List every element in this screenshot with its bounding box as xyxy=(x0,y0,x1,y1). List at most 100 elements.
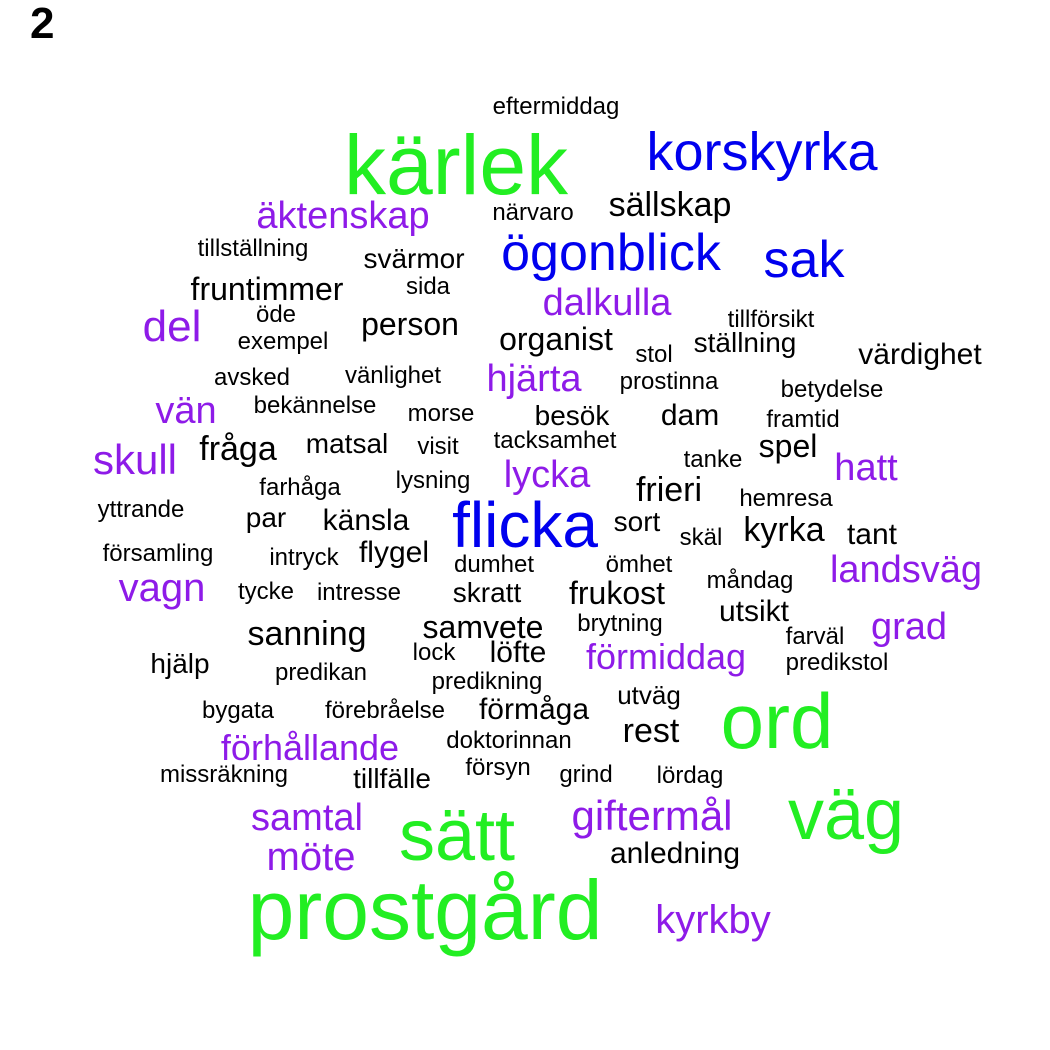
word-vanlighet: vänlighet xyxy=(344,362,442,389)
word-kyrkby: kyrkby xyxy=(655,898,771,942)
word-ord: ord xyxy=(720,677,834,765)
word-sida: sida xyxy=(405,273,451,300)
panel-label: 2 xyxy=(30,0,55,48)
word-skratt: skratt xyxy=(452,577,522,608)
word-landsvag: landsväg xyxy=(829,549,983,591)
word-farval: farväl xyxy=(785,623,845,650)
word-lofte: löfte xyxy=(489,636,547,669)
word-aktenskap: äktenskap xyxy=(256,195,430,237)
word-flicka: flicka xyxy=(452,489,598,561)
word-lycka: lycka xyxy=(503,454,591,496)
word-hjarta: hjärta xyxy=(486,358,582,400)
word-sanning: sanning xyxy=(247,615,367,653)
word-samvete: samvete xyxy=(422,609,544,645)
word-dumhet: dumhet xyxy=(453,551,535,578)
word-lock: lock xyxy=(412,639,456,666)
word-hatt: hatt xyxy=(834,447,898,489)
word-dam: dam xyxy=(660,399,720,432)
word-tant: tant xyxy=(846,518,898,551)
word-svarmor: svärmor xyxy=(363,243,465,274)
word-sort: sort xyxy=(613,506,661,537)
word-vardighet: värdighet xyxy=(858,338,982,371)
word-matsal: matsal xyxy=(305,428,389,459)
word-van: vän xyxy=(155,390,217,432)
word-morse: morse xyxy=(407,400,475,427)
word-mote: möte xyxy=(266,835,356,879)
word-ogonblick: ögonblick xyxy=(501,224,721,282)
word-flygel: flygel xyxy=(358,536,430,569)
word-stol: stol xyxy=(635,341,673,368)
word-satt: sätt xyxy=(398,796,516,876)
word-farhaga: farhåga xyxy=(259,474,341,501)
word-vag: väg xyxy=(787,775,905,855)
word-betydelse: betydelse xyxy=(780,376,884,403)
word-besok: besök xyxy=(534,400,610,431)
word-forsamling: församling xyxy=(102,540,214,567)
word-formiddag: förmiddag xyxy=(585,636,747,677)
word-formaga: förmåga xyxy=(478,693,590,726)
word-lordag: lördag xyxy=(656,762,724,789)
word-rest: rest xyxy=(622,712,680,750)
word-tillfalle: tillfälle xyxy=(353,763,431,794)
word-eftermiddag: eftermiddag xyxy=(492,93,620,120)
word-vagn: vagn xyxy=(118,566,206,610)
word-grind: grind xyxy=(559,761,613,788)
word-exempel: exempel xyxy=(237,328,329,355)
word-tillforsikt: tillförsikt xyxy=(727,306,815,333)
word-fruntimmer: fruntimmer xyxy=(190,271,344,307)
word-avsked: avsked xyxy=(213,364,291,391)
word-korskyrka: korskyrka xyxy=(646,122,878,182)
word-frieri: frieri xyxy=(635,471,703,509)
word-predikan: predikan xyxy=(274,659,368,686)
word-dalkulla: dalkulla xyxy=(542,282,672,324)
word-lysning: lysning xyxy=(395,467,471,494)
word-sak: sak xyxy=(763,231,845,289)
word-prostinna: prostinna xyxy=(619,368,719,395)
word-hjalp: hjälp xyxy=(150,648,210,679)
word-bygata: bygata xyxy=(201,697,275,724)
word-utvag: utväg xyxy=(617,680,681,710)
word-predikning: predikning xyxy=(431,668,543,695)
word-kansla: känsla xyxy=(322,504,410,537)
word-forsyn: försyn xyxy=(465,754,531,781)
word-tanke: tanke xyxy=(683,446,743,473)
word-grad: grad xyxy=(870,606,948,648)
word-forebraelse: förebråelse xyxy=(324,697,446,724)
word-tacksamhet: tacksamhet xyxy=(493,427,617,454)
word-person: person xyxy=(361,306,459,342)
word-doktorinnan: doktorinnan xyxy=(446,727,572,754)
word-spel: spel xyxy=(758,428,818,464)
word-visit: visit xyxy=(417,433,459,460)
word-kyrka: kyrka xyxy=(743,511,825,549)
word-anledning: anledning xyxy=(609,837,741,870)
word-fraga: fråga xyxy=(199,430,277,468)
word-par: par xyxy=(245,502,287,533)
word-forhallande: förhållande xyxy=(220,727,400,768)
word-samtal: samtal xyxy=(251,797,363,839)
word-predikstol: predikstol xyxy=(785,649,889,676)
word-intryck: intryck xyxy=(269,544,339,571)
word-omhet: ömhet xyxy=(605,551,673,578)
word-missrakning: missräkning xyxy=(159,761,289,788)
word-frukost: frukost xyxy=(568,575,666,611)
word-narvaro: närvaro xyxy=(492,199,574,226)
word-del: del xyxy=(142,302,202,351)
word-bekannelse: bekännelse xyxy=(253,392,377,419)
word-ode: öde xyxy=(255,301,297,328)
word-prostgard: prostgård xyxy=(247,863,603,957)
word-hemresa: hemresa xyxy=(739,485,833,512)
word-brytning: brytning xyxy=(577,610,663,637)
word-tycke: tycke xyxy=(237,578,295,605)
word-organist: organist xyxy=(499,321,613,357)
word-mandag: måndag xyxy=(706,567,794,594)
word-utsikt: utsikt xyxy=(718,595,790,628)
word-stallning: ställning xyxy=(693,327,797,358)
word-yttrande: yttrande xyxy=(97,496,185,523)
word-skull: skull xyxy=(92,436,178,483)
word-sallskap: sällskap xyxy=(608,186,732,224)
word-giftermal: giftermål xyxy=(571,792,733,839)
word-skal: skäl xyxy=(679,524,723,551)
word-karlek: kärlek xyxy=(343,118,569,212)
word-tillstallning: tillställning xyxy=(197,235,309,262)
